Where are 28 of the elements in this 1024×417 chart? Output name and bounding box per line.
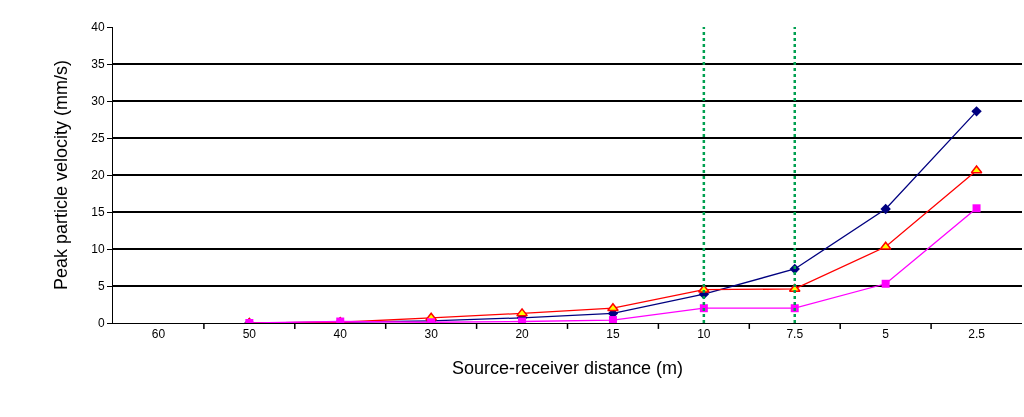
x-tick-label: 40 (333, 327, 348, 342)
point (880, 203, 891, 215)
y-tick-label: 35 (91, 57, 105, 72)
x-tick-label: 15 (606, 327, 620, 342)
y-tick-label: 20 (91, 168, 105, 183)
x-axis-title: Source-receiver distance (m) (451, 357, 684, 378)
x-tick-label: 2.5 (968, 327, 986, 342)
x-tick-label: 60 (151, 327, 166, 342)
point (516, 308, 528, 317)
x-tick-label: 20 (515, 327, 530, 342)
y-tick-label: 40 (91, 20, 105, 35)
y-tick-label: 30 (91, 94, 105, 109)
x-tick-label: 50 (242, 327, 257, 342)
point (607, 302, 619, 312)
point (881, 279, 890, 288)
y-tick-label: 15 (91, 205, 105, 220)
point (972, 204, 981, 213)
y-tick-label: 5 (97, 279, 105, 294)
y-tick-label: 25 (91, 131, 105, 146)
y-axis-title: Peak particle velocity (mm/s) (51, 59, 71, 291)
x-tick-label: 10 (697, 327, 711, 342)
x-tick-label: 30 (424, 327, 439, 342)
x-tick-label: 7.5 (786, 327, 804, 342)
y-tick-label: 0 (97, 316, 105, 331)
y-tick-label: 10 (91, 242, 105, 257)
x-tick-label: 5 (882, 327, 890, 342)
point (971, 106, 982, 117)
point (608, 316, 617, 323)
